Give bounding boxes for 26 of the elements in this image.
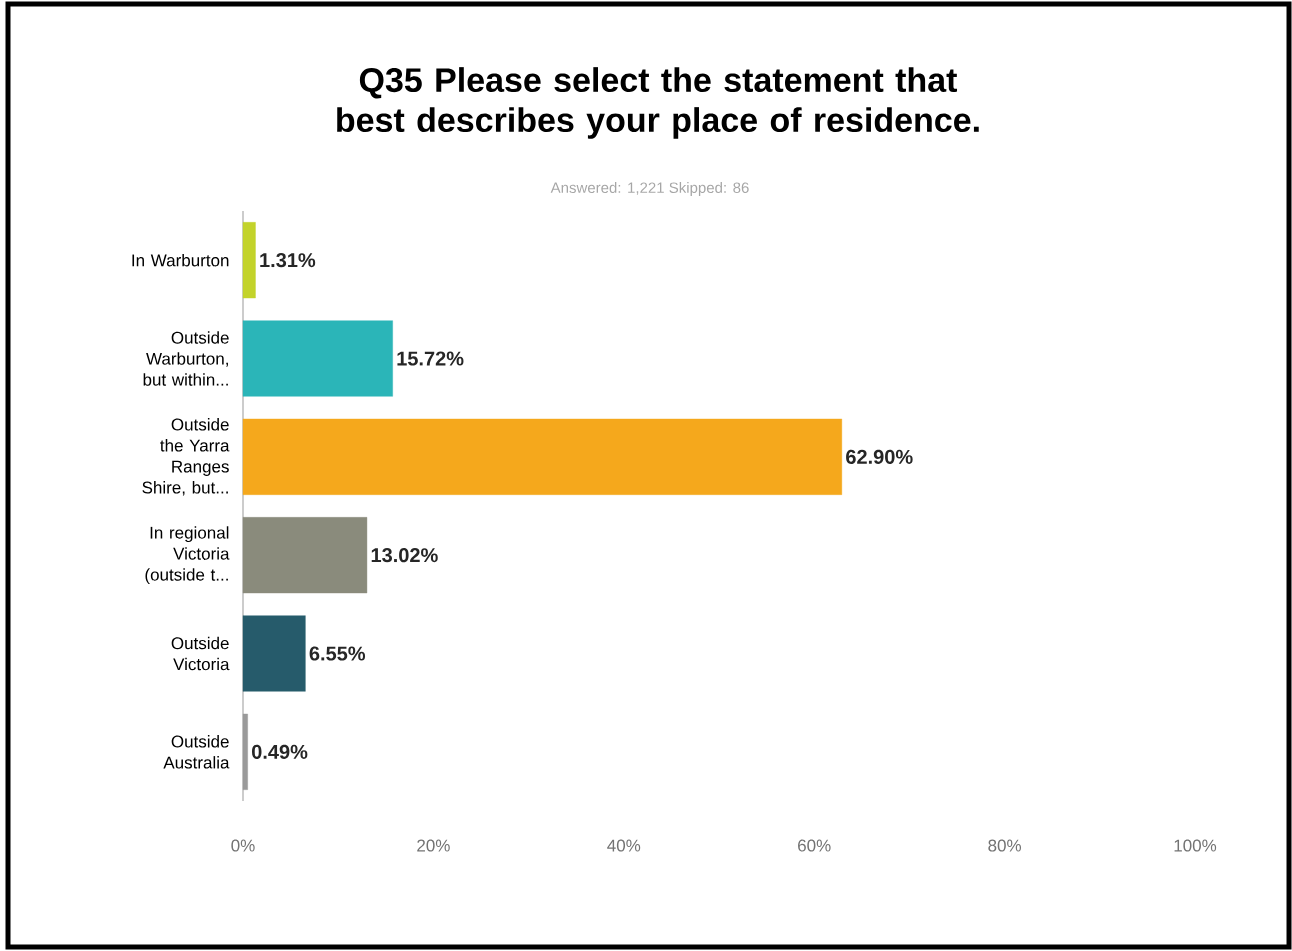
data-label: 1.31% [260,253,316,268]
x-tick-label: 40% [607,839,641,852]
y-tick-label: Outside the Yarra Ranges Shire, but... [142,418,230,496]
bar [242,713,248,790]
bar [242,320,393,397]
y-tick-label: Outside Victoria [171,636,230,671]
y-tick-label: In Warburton [132,253,229,267]
bar [242,418,843,495]
data-label: 0.49% [251,744,308,759]
bar [242,615,306,692]
y-tick-label: Outside Australia [163,735,230,769]
bar [242,222,256,299]
chart-subtitle: Answered: 1,221 Skipped: 86 [550,182,749,196]
y-tick-label: In regional Victoria (outside t... [145,526,230,585]
data-label: 6.55% [309,646,366,661]
bar [242,517,368,594]
x-tick-label: 80% [988,839,1022,852]
data-label: 13.02% [371,548,438,563]
x-tick-label: 60% [798,839,831,852]
x-tick-label: 20% [417,839,450,852]
chart-title: Q35 Please select the statement that best describes your place of residence. [337,67,979,139]
data-label: 15.72% [397,351,464,366]
data-label: 62.90% [846,449,913,464]
x-tick-label: 100% [1174,839,1217,852]
x-tick-label: 0% [231,839,255,852]
y-tick-label: Outside Warburton, but within... [143,331,229,386]
